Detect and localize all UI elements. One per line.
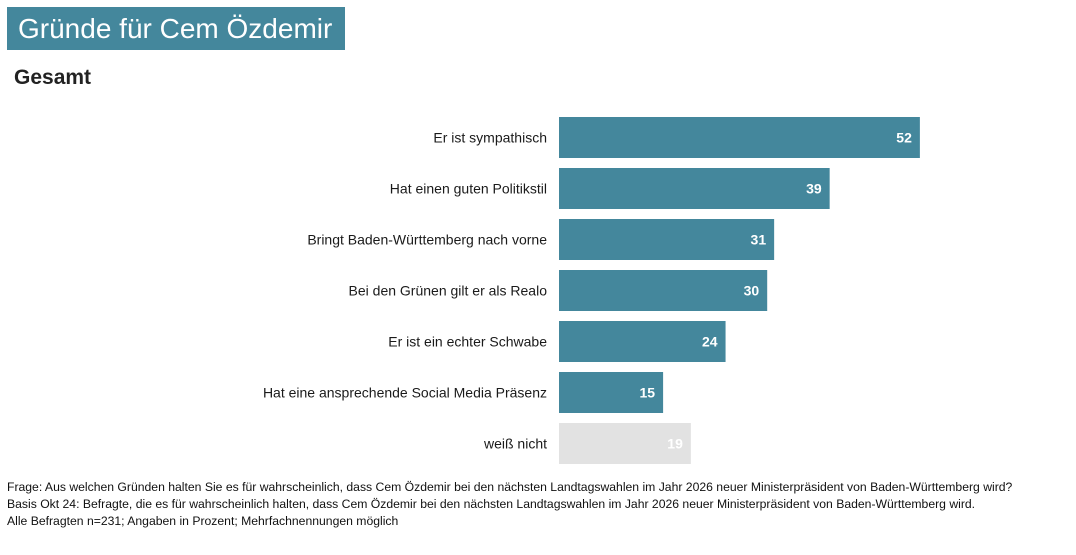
value-label-5: 15 — [640, 385, 656, 401]
value-label-0: 52 — [896, 130, 912, 146]
category-label-5: Hat eine ansprechende Social Media Präse… — [263, 385, 547, 401]
bar-3 — [559, 270, 768, 311]
value-label-6: 19 — [667, 436, 683, 452]
category-label-4: Er ist ein echter Schwabe — [388, 334, 547, 350]
footnote-question: Frage: Aus welchen Gründen halten Sie es… — [7, 480, 1013, 494]
bar-0 — [559, 117, 920, 158]
bar-5 — [559, 372, 664, 413]
category-label-0: Er ist sympathisch — [433, 130, 547, 146]
category-label-6: weiß nicht — [483, 436, 547, 452]
chart-subtitle: Gesamt — [14, 66, 92, 89]
chart-title: Gründe für Cem Özdemir — [7, 7, 346, 50]
value-label-2: 31 — [751, 232, 767, 248]
bar-4 — [559, 321, 726, 362]
footnote-basis: Basis Okt 24: Befragte, die es für wahrs… — [7, 497, 976, 511]
bar-1 — [559, 168, 830, 209]
category-label-1: Hat einen guten Politikstil — [390, 181, 547, 197]
bar-2 — [559, 219, 775, 260]
chart-title-text: Gründe für Cem Özdemir — [18, 12, 333, 44]
category-label-3: Bei den Grünen gilt er als Realo — [349, 283, 548, 299]
value-label-1: 39 — [806, 181, 822, 197]
bar-6 — [559, 423, 691, 464]
footnote-sample: Alle Befragten n=231; Angaben in Prozent… — [7, 514, 399, 528]
value-label-3: 30 — [744, 283, 760, 299]
bar-chart: Er ist sympathisch 52 Hat einen guten Poli… — [263, 117, 920, 464]
category-label-2: Bringt Baden-Württemberg nach vorne — [307, 232, 547, 248]
value-label-4: 24 — [702, 334, 718, 350]
